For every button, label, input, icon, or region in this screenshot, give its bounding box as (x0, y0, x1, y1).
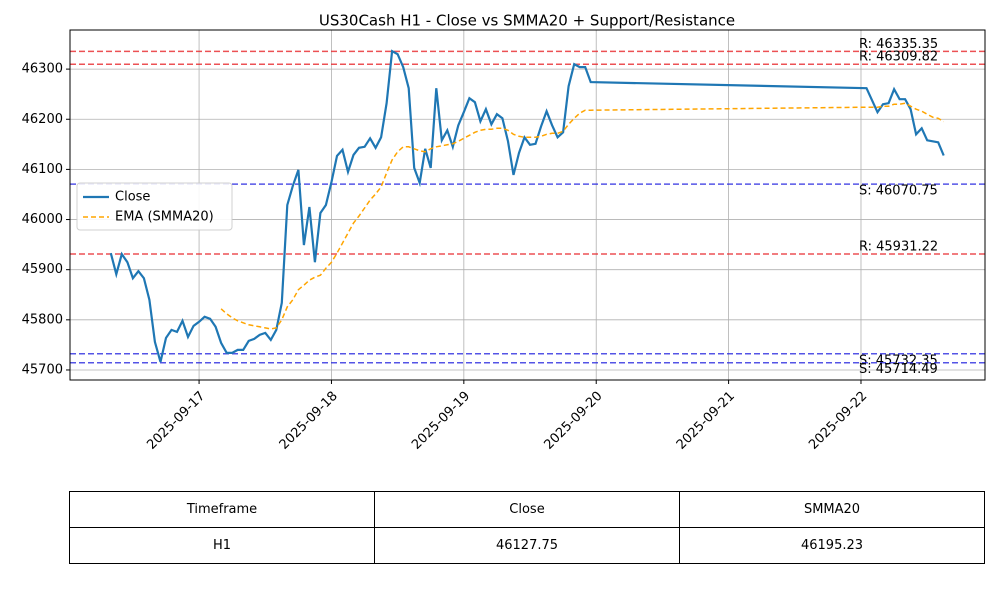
legend-label: EMA (SMMA20) (115, 210, 214, 225)
table-header-cell: SMMA20 (679, 491, 985, 528)
x-tick-label: 2025-09-17 (144, 389, 208, 453)
table-header: Timeframe Close SMMA20 (69, 491, 985, 528)
legend-box (76, 182, 233, 231)
legend-label: Close (115, 190, 150, 205)
table-cell: 46195.23 (679, 527, 985, 564)
table-cell: H1 (69, 527, 375, 564)
y-tick-label: 45800 (22, 312, 63, 327)
y-tick-label: 46300 (22, 62, 63, 77)
table-header-cell: Timeframe (69, 491, 375, 528)
x-tick-label: 2025-09-19 (409, 389, 473, 453)
summary-table: Timeframe Close SMMA20 H1 46127.75 46195… (69, 491, 985, 564)
chart-title: US30Cash H1 - Close vs SMMA20 + Support/… (319, 12, 735, 30)
level-label: S: 45732.35 (859, 353, 938, 368)
series-line (220, 102, 945, 330)
y-tick-label: 46000 (22, 212, 63, 227)
chart: US30Cash H1 - Close vs SMMA20 + Support/… (22, 12, 986, 453)
level-label: R: 46309.82 (859, 50, 938, 65)
x-tick-label: 2025-09-20 (541, 389, 605, 453)
table-header-cell: Close (374, 491, 680, 528)
table-row: H1 46127.75 46195.23 (69, 527, 985, 564)
x-tick-label: 2025-09-22 (806, 389, 870, 453)
plot-frame (69, 29, 986, 381)
series-line (109, 49, 945, 363)
table-cell: 46127.75 (374, 527, 680, 564)
y-tick-label: 45700 (22, 362, 63, 377)
y-tick-label: 45900 (22, 262, 63, 277)
level-label: R: 45931.22 (859, 240, 938, 255)
level-label: S: 46070.75 (859, 184, 938, 199)
x-tick-label: 2025-09-21 (674, 389, 738, 453)
x-tick-label: 2025-09-18 (277, 389, 341, 453)
y-tick-label: 46100 (22, 162, 63, 177)
level-label: R: 46335.35 (859, 37, 938, 52)
y-tick-label: 46200 (22, 112, 63, 127)
level-label: S: 45714.49 (859, 362, 938, 377)
